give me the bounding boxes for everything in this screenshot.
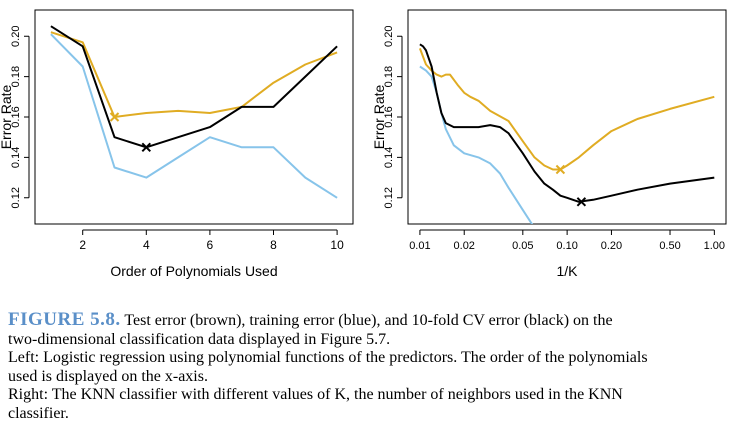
- caption-line-6: classifier.: [8, 404, 69, 422]
- x-tick-label: 4: [143, 238, 150, 252]
- y-axis-label: Error Rate: [0, 85, 14, 150]
- caption-line-2: two-dimensional classification data disp…: [8, 330, 391, 348]
- cv-error-line: [50, 25, 338, 149]
- caption-line-5: Right: The KNN classifier with different…: [8, 386, 623, 403]
- y-tick-label: 0.14: [10, 147, 22, 168]
- minimum-marker: [141, 142, 152, 152]
- cv-error-line: [419, 43, 715, 203]
- y-tick-label: 0.12: [383, 187, 395, 208]
- marker-stroke: [141, 142, 152, 152]
- y-tick-label: 0.20: [10, 26, 22, 47]
- y-tick-label: 0.12: [10, 187, 22, 208]
- x-tick-label: 0.02: [454, 240, 475, 252]
- y-tick-label: 0.16: [10, 106, 22, 127]
- left-chart-polynomial-order: 2 4 6 8 10 0.12 0.14 0.16 0.18 0.20 Order of Polyn…: [0, 9, 354, 279]
- minimum-marker: [109, 112, 120, 122]
- training-error-line: [419, 65, 534, 224]
- x-tick-label: 10: [330, 238, 344, 252]
- minimum-marker: [576, 197, 587, 207]
- test-error-line: [418, 48, 715, 171]
- x-tick-label: 1.00: [704, 240, 725, 252]
- x-tick-label: 0.50: [659, 240, 680, 252]
- plot-frame: [407, 9, 727, 225]
- x-axis-label: 1/K: [556, 263, 578, 279]
- caption-line-4: used is displayed on the x-axis.: [8, 367, 208, 385]
- caption-line-3: Left: Logistic regression using polynomi…: [8, 349, 648, 366]
- y-axis-label: Error Rate: [371, 85, 387, 150]
- caption-line-1: FIGURE 5.8. Test error (brown), training…: [8, 309, 728, 331]
- x-tick-label: 2: [79, 238, 86, 252]
- y-tick-label: 0.16: [383, 106, 395, 127]
- marker-stroke: [576, 197, 587, 207]
- figure-caption: FIGURE 5.8. Test error (brown), training…: [8, 309, 728, 423]
- x-tick-label: 8: [270, 238, 277, 252]
- x-tick-label: 0.05: [512, 240, 533, 252]
- caption-text-1: Test error (brown), training error (blue…: [124, 312, 613, 329]
- charts-canvas: 2 4 6 8 10 0.12 0.14 0.16 0.18 0.20 Order of Polyn…: [0, 9, 727, 279]
- test-error-line: [50, 31, 338, 118]
- x-tick-label: 0.10: [556, 240, 577, 252]
- y-tick-label: 0.18: [10, 66, 22, 87]
- plot-frame: [34, 9, 354, 225]
- figure-label: FIGURE 5.8.: [8, 309, 121, 330]
- minimum-marker: [555, 164, 566, 175]
- y-tick-label: 0.14: [383, 147, 395, 168]
- x-axis-label: Order of Polynomials Used: [110, 263, 277, 279]
- y-tick-label: 0.18: [383, 66, 395, 87]
- x-tick-label: 0.01: [409, 240, 430, 252]
- y-tick-label: 0.20: [383, 26, 395, 47]
- marker-stroke: [109, 112, 120, 122]
- marker-stroke: [555, 164, 566, 175]
- training-error-line: [50, 33, 338, 199]
- x-tick-label: 6: [207, 238, 214, 252]
- x-tick-label: 0.20: [601, 240, 622, 252]
- right-chart-knn: 0.01 0.02 0.05 0.10 0.20 0.50 1.00 0.12 0.14 0.16…: [371, 9, 727, 279]
